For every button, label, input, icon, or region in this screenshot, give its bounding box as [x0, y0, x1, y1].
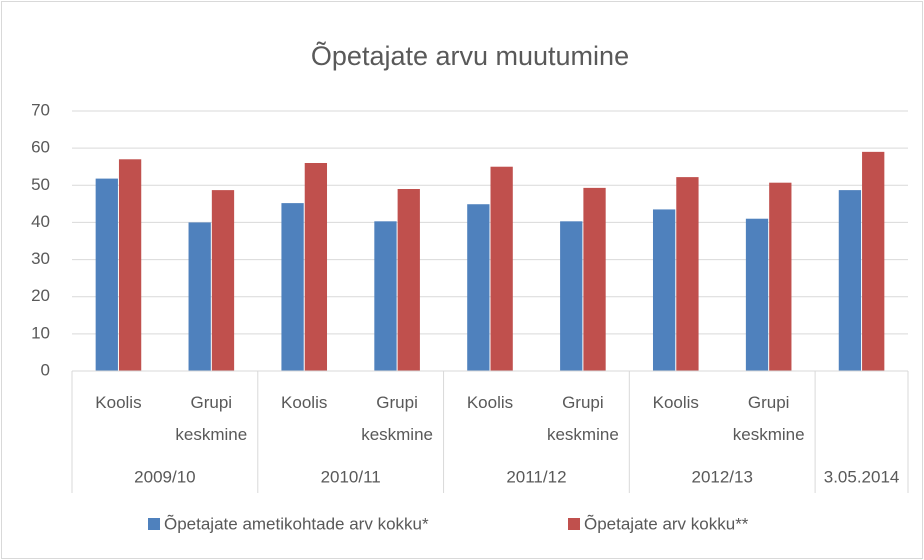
y-tick-label: 30 — [31, 249, 50, 268]
bar — [838, 190, 862, 371]
x-tick-label: Grupi keskmine — [175, 393, 248, 444]
y-tick-label: 0 — [41, 360, 50, 379]
bar — [676, 177, 699, 371]
y-tick-label: 60 — [31, 138, 50, 157]
x-tick-label: Koolis — [466, 393, 514, 412]
x-tick-label: Grupi keskmine — [546, 393, 619, 444]
group-label: 2010/11 — [321, 467, 381, 486]
bar — [769, 182, 792, 371]
bar — [560, 221, 583, 371]
x-tick-label: Koolis — [652, 393, 699, 412]
bar — [862, 151, 885, 371]
y-tick-label: 20 — [31, 286, 50, 305]
y-tick-label: 50 — [31, 175, 50, 194]
bar — [304, 163, 328, 371]
bar — [281, 203, 304, 371]
y-tick-label: 40 — [31, 212, 50, 231]
bar — [188, 222, 211, 371]
bar — [118, 159, 142, 371]
chart-title: Õpetajate arvu muutumine — [311, 40, 629, 71]
x-tick-label: Grupi keskmine — [732, 393, 805, 444]
x-tick-label: Koolis — [281, 393, 328, 412]
bar — [467, 204, 490, 371]
bar — [397, 189, 420, 371]
legend-swatch — [148, 518, 160, 530]
legend-label: Õpetajate ametikohtade arv kokku* — [164, 514, 429, 533]
group-label: 3.05.2014 — [824, 467, 900, 486]
bar — [652, 209, 676, 371]
bar — [211, 190, 235, 371]
bar — [490, 166, 513, 371]
legend-swatch — [568, 518, 580, 530]
x-tick-label: Grupi keskmine — [361, 393, 433, 444]
group-label: 2011/12 — [506, 467, 566, 486]
group-label: 2009/10 — [134, 467, 195, 486]
bar — [95, 178, 118, 371]
bar — [745, 218, 769, 371]
group-label: 2012/13 — [691, 467, 752, 486]
bar — [374, 221, 397, 371]
legend-label: Õpetajate arv kokku** — [584, 514, 749, 533]
bar — [583, 187, 606, 371]
y-tick-label: 70 — [31, 100, 50, 119]
y-tick-label: 10 — [31, 323, 50, 342]
x-tick-label: Koolis — [95, 393, 142, 412]
